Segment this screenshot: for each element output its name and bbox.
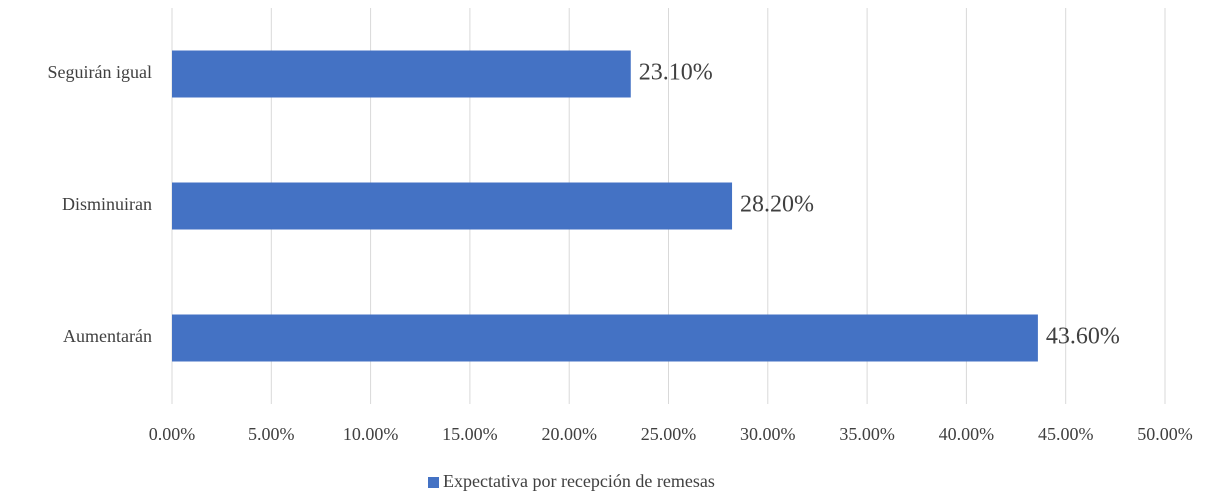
y-tick-label: Disminuiran [62, 194, 152, 214]
x-tick-label: 45.00% [1038, 424, 1094, 444]
legend-swatch [428, 477, 439, 488]
x-tick-label: 10.00% [343, 424, 399, 444]
x-tick-label: 0.00% [149, 424, 196, 444]
bar [172, 314, 1038, 362]
x-tick-label: 25.00% [641, 424, 697, 444]
x-tick-label: 20.00% [541, 424, 597, 444]
x-tick-label: 30.00% [740, 424, 796, 444]
x-tick-label: 5.00% [248, 424, 295, 444]
x-tick-label: 15.00% [442, 424, 498, 444]
data-label: 43.60% [1046, 324, 1120, 350]
x-tick-label: 35.00% [839, 424, 895, 444]
bar [172, 182, 733, 230]
x-tick-label: 40.00% [939, 424, 995, 444]
y-tick-label: Aumentarán [63, 326, 152, 346]
y-tick-label: Seguirán igual [48, 62, 152, 82]
data-label: 28.20% [740, 192, 814, 218]
data-label: 23.10% [639, 60, 713, 86]
x-tick-label: 50.00% [1137, 424, 1193, 444]
legend-label: Expectativa por recepción de remesas [443, 471, 715, 491]
bar [172, 50, 631, 98]
